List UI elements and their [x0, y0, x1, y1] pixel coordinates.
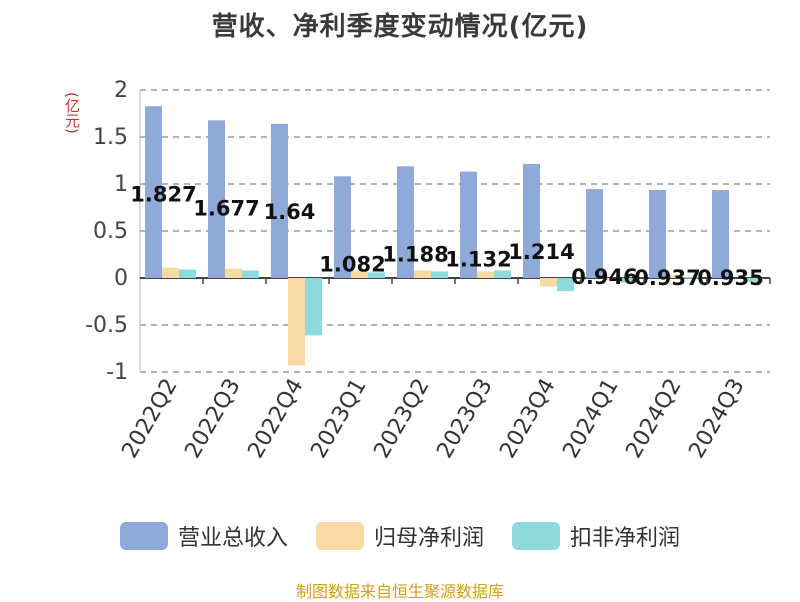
data-label-revenue: 0.935 — [697, 266, 763, 290]
y-tick-label: 0.5 — [93, 219, 128, 244]
bar-revenue — [523, 163, 540, 278]
bar-net-profit — [225, 268, 242, 278]
data-label-revenue: 0.946 — [571, 265, 637, 289]
legend-item-revenue: 营业总收入 — [119, 520, 288, 552]
y-unit-label: (亿元) — [63, 92, 81, 134]
x-tick-label: 2023Q1 — [306, 375, 371, 463]
bar-revenue — [649, 189, 666, 278]
y-tick-label: -1 — [106, 360, 128, 385]
bar-revenue — [334, 176, 351, 278]
bar-net-profit — [540, 278, 557, 287]
bar-deducted-profit — [242, 270, 259, 278]
legend-swatch-net-profit — [315, 522, 364, 550]
data-label-revenue: 1.082 — [319, 252, 385, 276]
x-tick-label: 2022Q2 — [117, 375, 182, 463]
x-tick-label: 2023Q2 — [369, 375, 434, 463]
x-tick-label: 2022Q4 — [243, 375, 308, 463]
y-tick-label: 0 — [114, 266, 128, 291]
bar-deducted-profit — [683, 277, 700, 279]
bar-deducted-profit — [305, 278, 322, 336]
legend-label-revenue: 营业总收入 — [177, 526, 288, 551]
chart-title: 营收、净利季度变动情况(亿元) — [211, 12, 589, 42]
bar-net-profit — [162, 267, 179, 278]
bar-revenue — [460, 171, 477, 278]
legend-item-deducted-profit: 扣非净利润 — [512, 520, 680, 552]
bar-revenue — [712, 190, 729, 278]
bar-deducted-profit — [431, 271, 448, 278]
bar-revenue — [145, 106, 162, 279]
bar-deducted-profit — [557, 278, 574, 292]
data-label-revenue: 1.677 — [193, 196, 259, 220]
bar-revenue — [208, 120, 225, 278]
legend-swatch-deducted-profit — [512, 522, 560, 550]
bar-net-profit — [414, 270, 431, 278]
bar-net-profit — [288, 278, 305, 366]
data-label-revenue: 1.64 — [264, 200, 316, 224]
bar-deducted-profit — [179, 269, 196, 278]
legend-item-net-profit: 归母净利润 — [315, 520, 484, 552]
legend-label-net-profit: 归母净利润 — [373, 526, 484, 551]
x-tick-label: 2024Q2 — [621, 375, 686, 463]
y-tick-label: -0.5 — [85, 313, 128, 338]
x-tick-label: 2024Q3 — [684, 375, 749, 463]
data-label-revenue: 1.214 — [508, 240, 574, 264]
bar-deducted-profit — [746, 278, 763, 282]
bar-revenue — [397, 166, 414, 278]
data-label-revenue: 1.188 — [382, 242, 448, 266]
bar-net-profit — [666, 275, 683, 278]
x-tick-label: 2022Q3 — [180, 375, 245, 463]
legend-swatch-revenue — [119, 522, 168, 550]
bar-deducted-profit — [368, 272, 385, 278]
y-tick-label: 2 — [114, 78, 128, 103]
bar-net-profit — [351, 270, 368, 278]
y-tick-label: 1 — [114, 172, 128, 197]
bar-revenue — [271, 123, 288, 278]
bar-deducted-profit — [494, 270, 511, 278]
bar-revenue — [586, 189, 603, 278]
x-tick-label: 2024Q1 — [558, 375, 623, 463]
data-label-revenue: 0.937 — [634, 266, 700, 290]
legend-label-deducted-profit: 扣非净利润 — [570, 526, 681, 551]
bar-deducted-profit — [620, 278, 637, 283]
y-tick-label: 1.5 — [93, 125, 128, 150]
x-tick-label: 2023Q4 — [495, 375, 560, 463]
x-tick-label: 2023Q3 — [432, 375, 497, 463]
legend: 营业总收入 归母净利润 扣非净利润 — [0, 518, 800, 554]
bar-net-profit — [603, 278, 620, 280]
source-note: 制图数据来自恒生聚源数据库 — [295, 582, 504, 601]
data-label-revenue: 1.827 — [130, 182, 196, 206]
bar-net-profit — [477, 271, 494, 278]
data-label-revenue: 1.132 — [445, 248, 511, 272]
